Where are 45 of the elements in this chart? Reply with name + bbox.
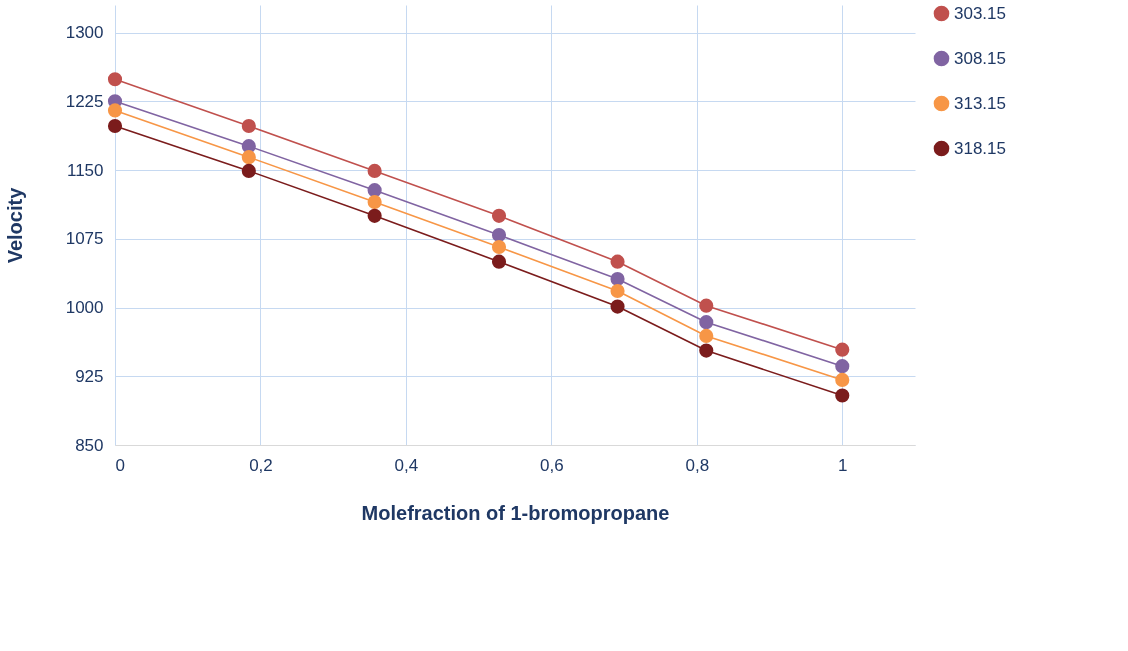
y-tick-label: 1300: [65, 23, 104, 42]
point: [107, 72, 123, 87]
point: [367, 195, 382, 210]
y-tick-label: 1000: [65, 298, 104, 317]
y-tick-label: 850: [75, 435, 104, 455]
point: [491, 239, 507, 255]
point: [491, 208, 507, 223]
point: [835, 342, 850, 357]
point: [367, 183, 382, 198]
point: [610, 283, 625, 299]
x-tick-label: 0,4: [394, 455, 419, 475]
point: [699, 298, 714, 313]
point: [835, 372, 850, 387]
x-tick-label: 0,8: [685, 455, 710, 475]
x-axis-title: Molefraction of 1-bromopropane: [361, 501, 670, 524]
point: [491, 228, 507, 243]
y-tick-label: 925: [75, 366, 104, 386]
point: [699, 343, 714, 358]
point: [610, 299, 625, 314]
x-tick-label: 0,2: [249, 455, 273, 475]
point: [241, 118, 256, 134]
y-tick-label: 1150: [66, 160, 104, 180]
point: [107, 103, 123, 118]
point: [367, 208, 382, 223]
x-tick-label: 0,6: [540, 455, 564, 475]
x-tick-label: 1: [838, 455, 848, 475]
y-tick-label: 1225: [65, 91, 104, 111]
legend-label: 318.15: [954, 138, 1006, 158]
point: [835, 388, 850, 403]
x-tick-label: 0: [115, 455, 125, 475]
point: [835, 359, 850, 374]
point: [491, 254, 507, 269]
legend-label: 308.15: [954, 48, 1006, 68]
y-axis-title: Velocity: [3, 186, 26, 264]
point: [241, 150, 256, 165]
point: [699, 328, 714, 343]
point: [367, 163, 382, 178]
point: [610, 254, 625, 269]
point: [610, 272, 625, 287]
point: [107, 118, 123, 134]
y-tick-label: 1075: [65, 229, 104, 249]
point: [699, 315, 714, 330]
point: [241, 163, 256, 178]
legend-label: 303.15: [954, 3, 1006, 23]
legend-label: 313.15: [954, 93, 1006, 113]
